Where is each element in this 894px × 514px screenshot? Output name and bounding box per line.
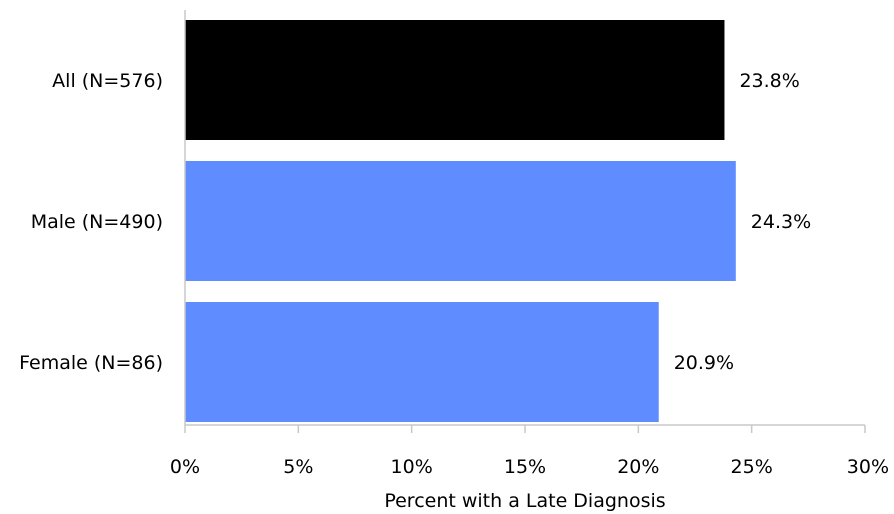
x-ticks: 0% 5% 10% 15% 20% 25% 30% xyxy=(170,425,889,478)
category-label-2: Female (N=86) xyxy=(19,352,163,374)
category-label-1: Male (N=490) xyxy=(31,211,163,233)
bar-1 xyxy=(185,161,736,281)
x-tick-label-4: 20% xyxy=(617,456,659,478)
value-label-2: 20.9% xyxy=(674,352,734,374)
bar-0 xyxy=(185,20,725,140)
category-label-0: All (N=576) xyxy=(52,70,163,92)
category-labels: All (N=576) Male (N=490) Female (N=86) xyxy=(19,70,163,374)
value-label-1: 24.3% xyxy=(751,211,811,233)
x-tick-label-3: 15% xyxy=(504,456,546,478)
value-label-0: 23.8% xyxy=(739,70,799,92)
x-tick-label-5: 25% xyxy=(731,456,773,478)
x-tick-label-6: 30% xyxy=(847,456,889,478)
bars-group xyxy=(185,20,736,422)
x-tick-label-1: 5% xyxy=(283,456,313,478)
x-axis-title: Percent with a Late Diagnosis xyxy=(384,490,665,512)
x-tick-label-2: 10% xyxy=(391,456,433,478)
x-tick-label-0: 0% xyxy=(170,456,200,478)
value-labels: 23.8% 24.3% 20.9% xyxy=(674,70,811,374)
bar-2 xyxy=(185,302,659,422)
